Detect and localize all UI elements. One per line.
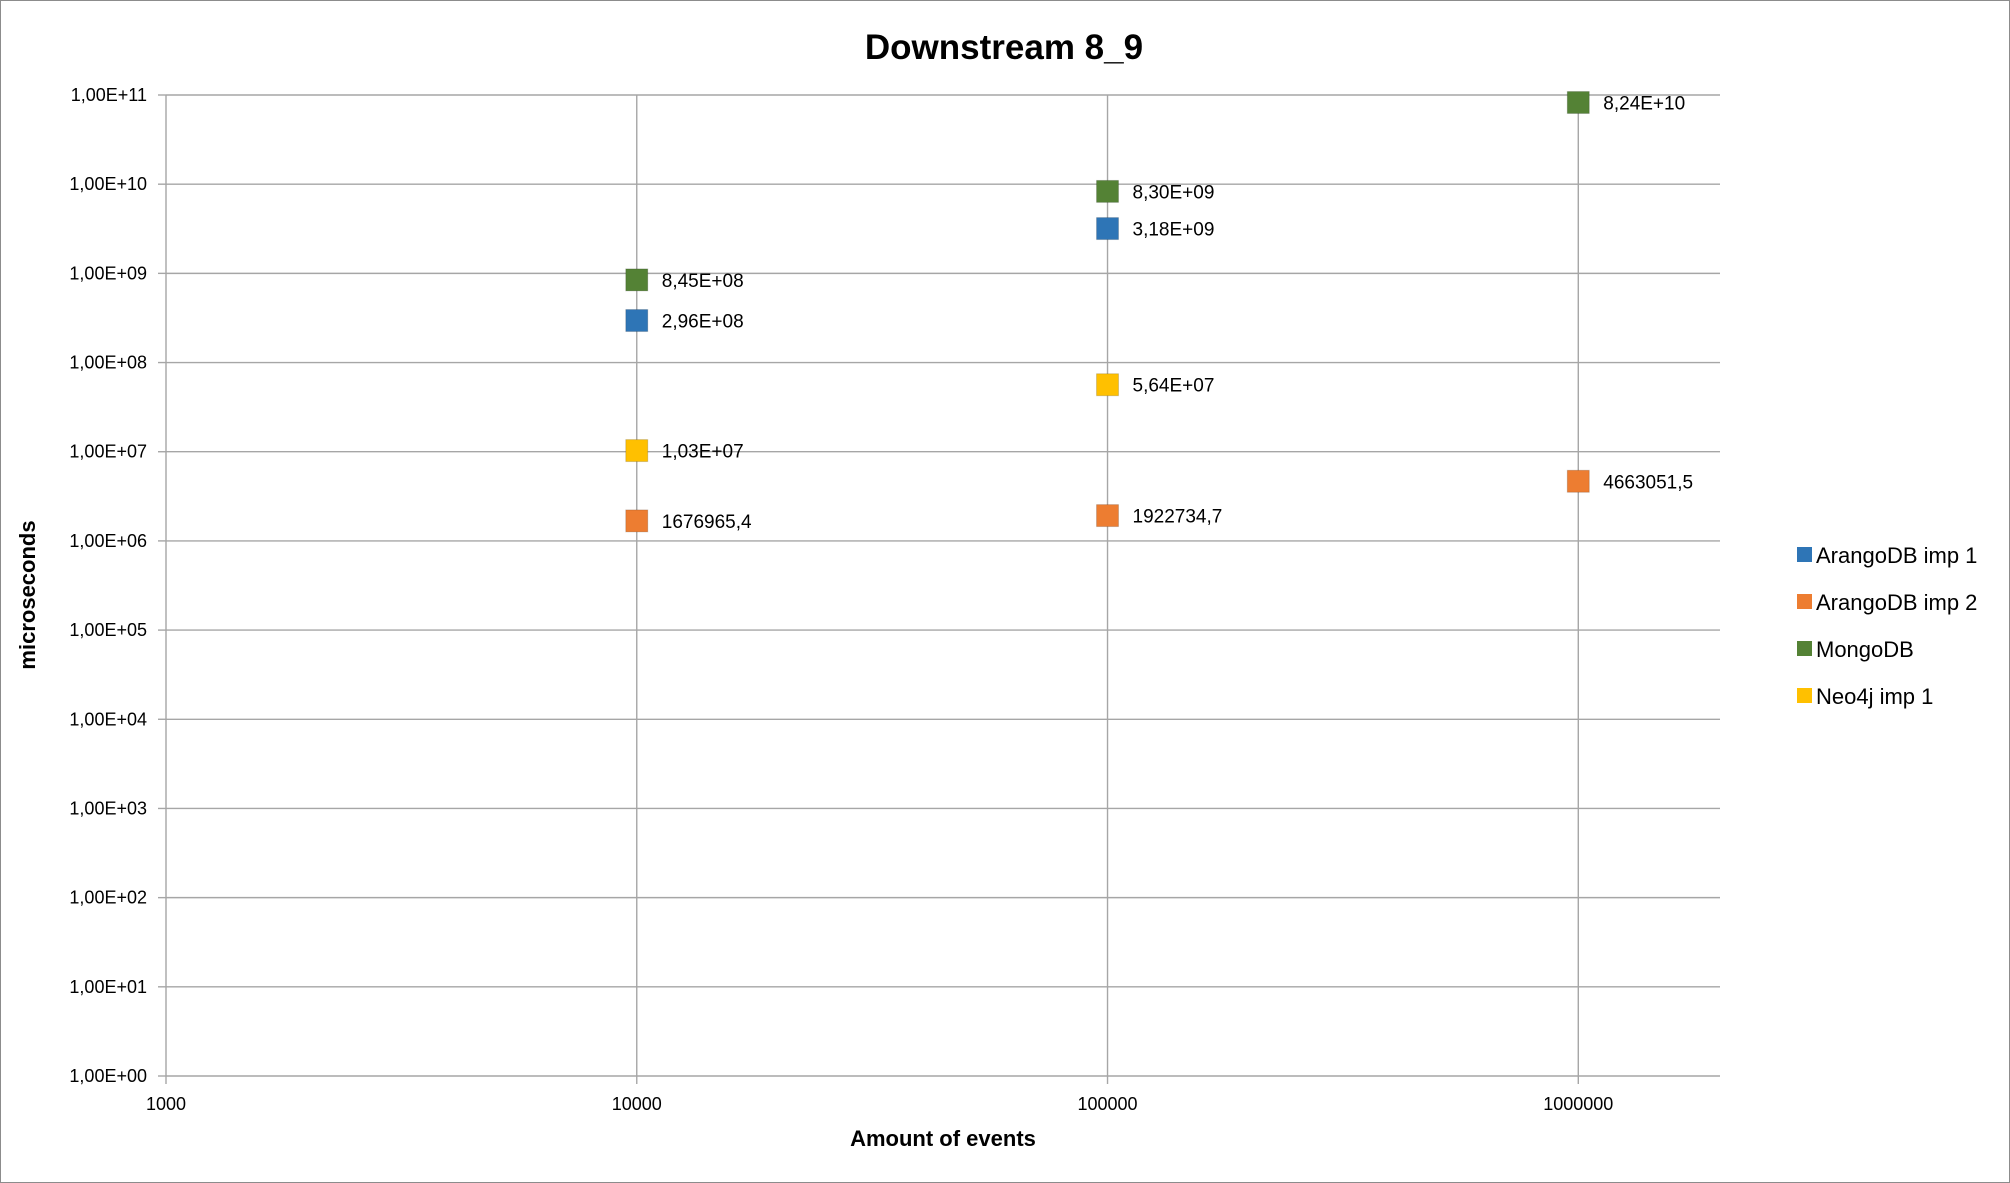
data-point xyxy=(1096,373,1120,397)
data-point xyxy=(1566,469,1590,493)
y-tick-label: 1,00E+05 xyxy=(69,620,147,640)
data-point xyxy=(1096,179,1120,203)
data-label: 1922734,7 xyxy=(1133,507,1223,528)
legend-label: ArangoDB imp 1 xyxy=(1816,543,1977,568)
legend-marker xyxy=(1797,547,1812,562)
chart-title: Downstream 8_9 xyxy=(865,28,1143,67)
y-tick-label: 1,00E+00 xyxy=(69,1066,147,1086)
legend-marker xyxy=(1797,594,1812,609)
x-tick-label: 1000000 xyxy=(1543,1094,1613,1114)
y-tick-label: 1,00E+04 xyxy=(69,709,147,729)
data-label: 5,64E+07 xyxy=(1133,376,1215,397)
legend-marker xyxy=(1797,688,1812,703)
x-tick-label: 1000 xyxy=(146,1094,186,1114)
y-tick-label: 1,00E+03 xyxy=(69,798,147,818)
legend-label: Neo4j imp 1 xyxy=(1816,684,1933,709)
legend-marker xyxy=(1797,641,1812,656)
legend: ArangoDB imp 1 ArangoDB imp 2 MongoDB Neo4j… xyxy=(1797,543,1977,709)
legend-label: MongoDB xyxy=(1816,637,1914,662)
axes: 1,00E+00 1,00E+01 1,00E+02 1,00E+03 1,00E+04… xyxy=(69,85,1613,1114)
data-labels: 2,96E+08 3,18E+09 1676965,4 1922734,7 466305… xyxy=(662,93,1693,532)
data-label: 8,30E+09 xyxy=(1133,182,1215,203)
data-label: 1,03E+07 xyxy=(662,442,744,463)
y-tick-label: 1,00E+10 xyxy=(69,174,147,194)
y-tick-label: 1,00E+08 xyxy=(69,353,147,373)
data-point xyxy=(625,439,649,463)
legend-label: ArangoDB imp 2 xyxy=(1816,590,1977,615)
data-label: 3,18E+09 xyxy=(1133,220,1215,241)
y-tick-label: 1,00E+11 xyxy=(71,85,147,105)
data-label: 1676965,4 xyxy=(662,512,752,533)
data-label: 4663051,5 xyxy=(1603,472,1693,493)
data-point xyxy=(1096,217,1120,241)
data-label: 8,45E+08 xyxy=(662,271,744,292)
y-tick-label: 1,00E+07 xyxy=(69,442,147,462)
x-axis-title: Amount of events xyxy=(850,1126,1036,1151)
data-label: 8,24E+10 xyxy=(1603,93,1685,114)
data-point xyxy=(1096,504,1120,528)
y-axis-title: microseconds xyxy=(15,520,40,669)
y-tick-label: 1,00E+01 xyxy=(69,977,147,997)
y-tick-label: 1,00E+09 xyxy=(69,263,147,283)
data-point xyxy=(1566,90,1590,114)
x-tick-label: 10000 xyxy=(612,1094,662,1114)
y-tick-label: 1,00E+06 xyxy=(69,531,147,551)
data-label: 2,96E+08 xyxy=(662,312,744,333)
data-points xyxy=(625,90,1590,533)
y-tick-label: 1,00E+02 xyxy=(69,888,147,908)
data-point xyxy=(625,509,649,533)
x-tick-label: 100000 xyxy=(1077,1094,1137,1114)
gridlines xyxy=(165,94,1720,1077)
data-point xyxy=(625,309,649,333)
data-point xyxy=(625,268,649,292)
